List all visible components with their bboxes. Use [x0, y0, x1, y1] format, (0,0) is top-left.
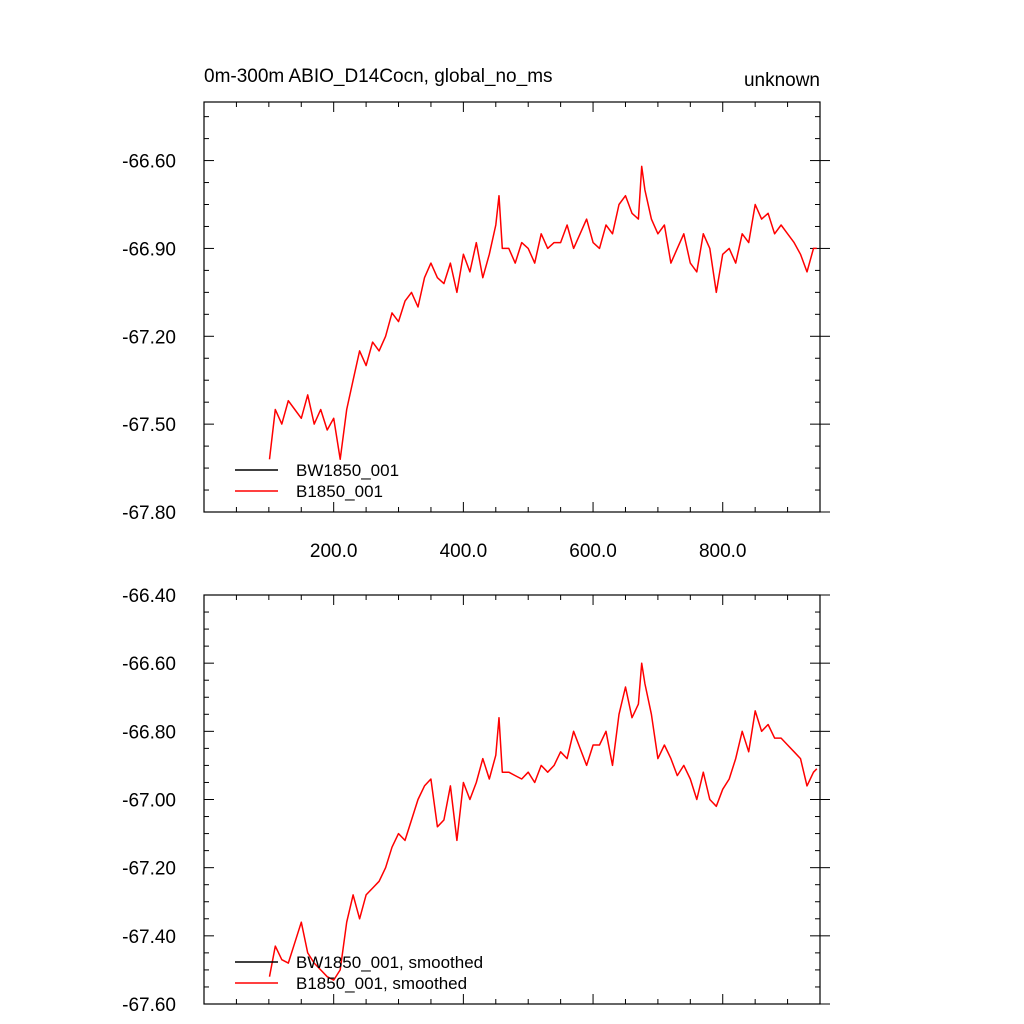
y-tick-label: -66.80: [122, 722, 176, 743]
plot-frame: [203, 101, 821, 513]
legend-label: BW1850_001, smoothed: [296, 953, 483, 972]
legend-label: BW1850_001: [296, 461, 399, 480]
x-tick-label: 400.0: [440, 541, 488, 562]
y-tick-label: -67.20: [122, 327, 176, 348]
y-tick-label: -67.60: [122, 995, 176, 1016]
y-tick-label: -66.60: [122, 654, 176, 675]
y-tick-label: -67.40: [122, 927, 176, 948]
x-tick-label: 200.0: [310, 541, 358, 562]
y-tick-label: -66.90: [122, 239, 176, 260]
y-tick-label: -67.50: [122, 415, 176, 436]
y-tick-label: -67.20: [122, 859, 176, 880]
y-tick-label: -66.60: [122, 152, 176, 173]
legend-label: B1850_001: [296, 482, 383, 501]
series-line: [268, 165, 817, 461]
y-tick-label: -66.40: [122, 586, 176, 607]
y-tick-label: -67.00: [122, 791, 176, 812]
plot-frame: [203, 594, 821, 1005]
y-tick-label: -67.80: [122, 503, 176, 524]
x-tick-label: 800.0: [699, 541, 747, 562]
chart-title-left: 0m-300m ABIO_D14Cocn, global_no_ms: [204, 66, 553, 87]
chart-title-right: unknown: [744, 70, 820, 91]
legend-label: B1850_001, smoothed: [296, 974, 467, 993]
x-tick-label: 600.0: [569, 541, 617, 562]
series-line: [268, 662, 818, 981]
plot-panel-top: -67.80 -67.50 -67.20 -66.90 -66.60 200.0 400.0…: [122, 101, 830, 562]
plot-panel-bottom: -67.60 -67.40 -67.20 -67.00 -66.80 -66.60 -66.…: [122, 586, 830, 1016]
